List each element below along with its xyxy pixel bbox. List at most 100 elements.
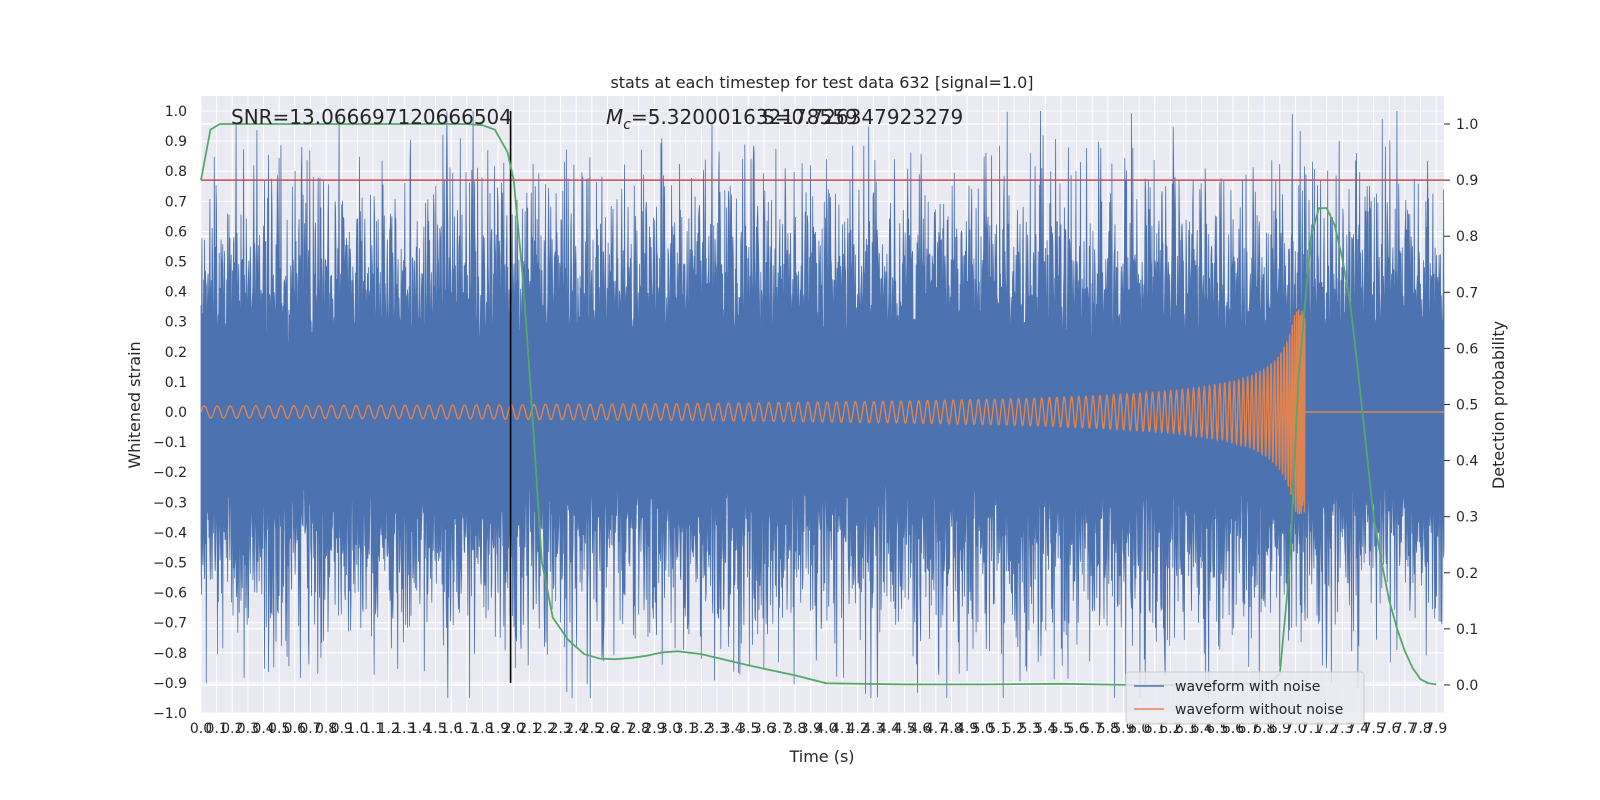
- x-tick-label: 5.9: [1112, 721, 1134, 737]
- y2-tick-label: 0.2: [1456, 566, 1478, 582]
- x-tick-label: 4.0: [815, 721, 837, 737]
- x-tick-label: 4.4: [878, 721, 900, 737]
- x-tick-label: 1.2: [377, 721, 399, 737]
- x-tick-label: 6.1: [1144, 721, 1166, 737]
- chart-title: stats at each timestep for test data 632…: [610, 73, 1033, 92]
- x-tick-label: 5.2: [1003, 721, 1025, 737]
- x-tick-label: 1.1: [362, 721, 384, 737]
- x-tick-label: 1.7: [456, 721, 478, 737]
- noise-trace: [200, 110, 1445, 699]
- x-tick-label: 6.7: [1237, 721, 1259, 737]
- x-tick-label: 1.5: [424, 721, 446, 737]
- probability-trace: [200, 123, 1437, 686]
- y-tick-label: 0.8: [165, 164, 187, 180]
- x-tick-label: 3.9: [800, 721, 822, 737]
- y-tick-label: 0.7: [165, 194, 187, 210]
- series-waveform-without-noise: [200, 309, 1444, 515]
- x-tick-label: 6.2: [1159, 721, 1181, 737]
- series-waveform-with-noise: [200, 110, 1445, 699]
- y-tick-label: −0.7: [153, 616, 187, 632]
- x-tick-label: 7.1: [1300, 721, 1322, 737]
- y2-tick-label: 1.0: [1456, 117, 1478, 133]
- x-tick-label: 2.7: [612, 721, 634, 737]
- y-tick-label: −1.0: [153, 706, 187, 722]
- x-tick-label: 4.7: [925, 721, 947, 737]
- x-axis-label: Time (s): [788, 747, 854, 766]
- y-tick-label: −0.1: [153, 435, 187, 451]
- x-tick-label: 0.9: [331, 721, 353, 737]
- y-tick-label: 0.2: [165, 345, 187, 361]
- x-tick-label: 0.3: [237, 721, 259, 737]
- x-tick-label: 2.4: [565, 721, 587, 737]
- x-tick-label: 3.2: [690, 721, 712, 737]
- y-axis-label: Whitened strain: [125, 341, 144, 468]
- chirp-mass-subscript: c: [623, 117, 631, 133]
- x-tick-label: 0.2: [221, 721, 243, 737]
- x-tick-label: 3.6: [753, 721, 775, 737]
- x-tick-label: 5.0: [972, 721, 994, 737]
- y2-tick-label: 0.0: [1456, 678, 1478, 694]
- series-detection-probability: [200, 123, 1437, 686]
- y2-tick-label: 0.9: [1456, 173, 1478, 189]
- y-tick-label: 0.5: [165, 255, 187, 271]
- x-tick-label: 0.4: [252, 721, 274, 737]
- x-tick-label: 6.5: [1206, 721, 1228, 737]
- y2-tick-label: 0.8: [1456, 229, 1478, 245]
- legend-box: [1125, 671, 1365, 725]
- y2-tick-label: 0.7: [1456, 285, 1478, 301]
- legend-label-without-noise: waveform without noise: [1175, 702, 1343, 718]
- x-tick-label: 7.5: [1363, 721, 1385, 737]
- x-tick-label: 2.5: [581, 721, 603, 737]
- x-tick-label: 0.0: [190, 721, 212, 737]
- x-tick-label: 4.8: [940, 721, 962, 737]
- x-tick-label: 7.4: [1347, 721, 1369, 737]
- x-tick-label: 1.4: [409, 721, 431, 737]
- x-tick-label: 1.6: [440, 721, 462, 737]
- x-tick-label: 4.1: [831, 721, 853, 737]
- x-tick-label: 4.3: [862, 721, 884, 737]
- x-tick-label: 5.3: [1019, 721, 1041, 737]
- x-tick-label: 7.6: [1378, 721, 1400, 737]
- y-tick-label: 0.9: [165, 134, 187, 150]
- x-tick-label: 4.5: [893, 721, 915, 737]
- x-tick-label: 3.4: [721, 721, 743, 737]
- x-tick-label: 7.7: [1394, 721, 1416, 737]
- y-tick-label: −0.8: [153, 646, 187, 662]
- x-tick-label: 3.1: [675, 721, 697, 737]
- legend: waveform with noise waveform without noi…: [1125, 671, 1365, 725]
- y2-tick-labels: 0.0 0.1 0.2 0.3 0.4 0.5 0.6 0.7 0.8 0.9 1.0: [1444, 117, 1478, 694]
- x-tick-label: 2.6: [596, 721, 618, 737]
- y-tick-label: 0.4: [165, 285, 187, 301]
- x-tick-label: 2.8: [628, 721, 650, 737]
- x-tick-label: 7.9: [1425, 721, 1447, 737]
- x-tick-label: 3.3: [706, 721, 728, 737]
- overlap-annotation: S=0.726347923279: [762, 105, 963, 129]
- x-tick-label: 3.7: [768, 721, 790, 737]
- x-tick-label: 0.1: [206, 721, 228, 737]
- x-tick-label: 6.8: [1253, 721, 1275, 737]
- x-tick-label: 6.6: [1222, 721, 1244, 737]
- y2-tick-label: 0.3: [1456, 510, 1478, 526]
- chirp-trace: [200, 309, 1444, 515]
- x-tick-label: 5.4: [1034, 721, 1056, 737]
- x-tick-label: 7.0: [1284, 721, 1306, 737]
- x-tick-label: 7.2: [1316, 721, 1338, 737]
- x-tick-label: 0.6: [284, 721, 306, 737]
- y-tick-label: −0.9: [153, 676, 187, 692]
- x-tick-labels: 0.00.10.20.30.40.50.60.70.80.91.01.11.21…: [190, 721, 1447, 737]
- x-tick-label: 1.9: [487, 721, 509, 737]
- chirp-mass-annotation: Mc=5.320001632178559: [606, 105, 858, 133]
- x-tick-label: 6.3: [1175, 721, 1197, 737]
- x-tick-label: 2.1: [518, 721, 540, 737]
- y-tick-label: −0.2: [153, 465, 187, 481]
- x-tick-label: 6.0: [1128, 721, 1150, 737]
- x-tick-label: 1.0: [346, 721, 368, 737]
- x-tick-label: 2.0: [503, 721, 525, 737]
- x-tick-label: 5.1: [987, 721, 1009, 737]
- x-tick-label: 5.6: [1065, 721, 1087, 737]
- y-tick-label: 0.6: [165, 224, 187, 240]
- y-tick-label: −0.4: [153, 525, 187, 541]
- y-tick-label: −0.3: [153, 495, 187, 511]
- x-tick-label: 5.5: [1050, 721, 1072, 737]
